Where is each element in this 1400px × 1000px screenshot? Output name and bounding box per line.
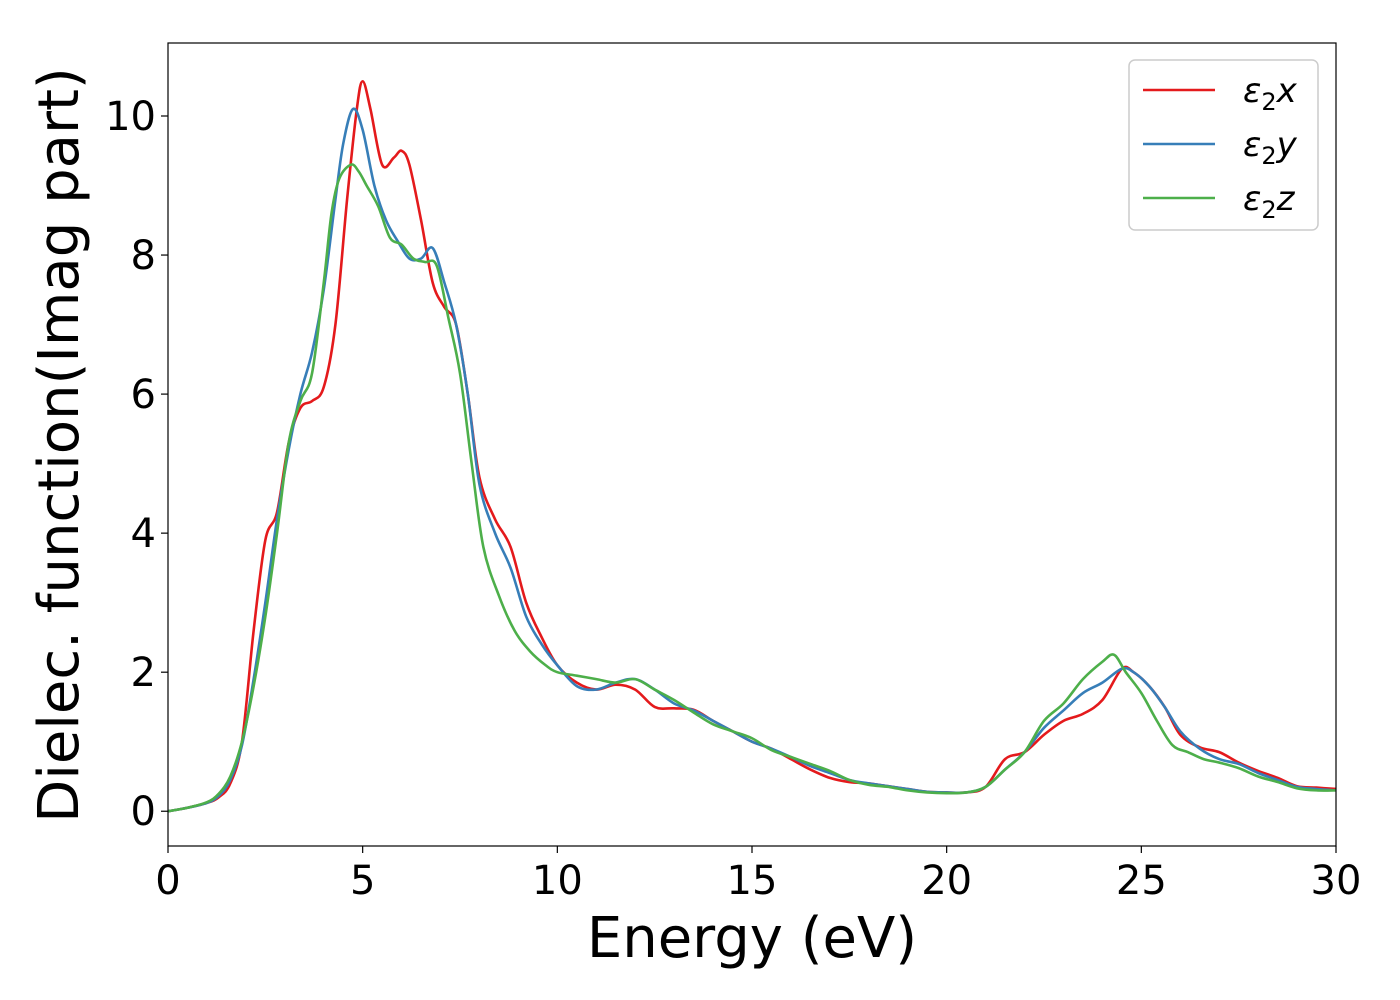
legend-label-3: ε2z xyxy=(1243,179,1296,224)
x-tick-label: 20 xyxy=(921,858,972,904)
legend-label-suffix: y xyxy=(1276,125,1298,165)
legend-label-suffix: z xyxy=(1276,179,1296,219)
x-tick-label: 30 xyxy=(1311,858,1362,904)
y-tick-label: 2 xyxy=(131,650,156,696)
y-axis: 0 2 4 6 8 10 xyxy=(105,94,168,835)
x-tick-label: 25 xyxy=(1116,858,1167,904)
legend-label-symbol: ε xyxy=(1243,71,1261,111)
series-line-3 xyxy=(168,163,1336,813)
legend-label-symbol: ε xyxy=(1243,179,1261,219)
y-tick-label: 4 xyxy=(131,511,156,557)
legend-label-2: ε2y xyxy=(1243,125,1298,170)
y-tick-label: 6 xyxy=(131,372,156,418)
x-axis-title: Energy (eV) xyxy=(587,906,917,971)
legend-label-subscript: 2 xyxy=(1261,196,1276,224)
series-layer xyxy=(168,79,1336,813)
legend-label-subscript: 2 xyxy=(1261,88,1276,116)
x-tick-label: 15 xyxy=(727,858,778,904)
legend-label-suffix: x xyxy=(1276,71,1298,111)
y-tick-label: 10 xyxy=(105,94,156,140)
x-tick-label: 0 xyxy=(155,858,180,904)
x-tick-label: 5 xyxy=(350,858,375,904)
legend-label-1: ε2x xyxy=(1243,71,1298,116)
series-line-1 xyxy=(168,79,1336,813)
legend-label-symbol: ε xyxy=(1243,125,1261,165)
y-tick-label: 8 xyxy=(131,233,156,279)
x-tick-label: 10 xyxy=(532,858,583,904)
y-tick-label: 0 xyxy=(131,789,156,835)
x-axis: 0 5 10 15 20 25 30 xyxy=(155,846,1361,904)
legend-box xyxy=(1128,59,1319,231)
legend-label-subscript: 2 xyxy=(1261,142,1276,170)
y-axis-title: Dielec. function(Imag part) xyxy=(27,67,92,823)
